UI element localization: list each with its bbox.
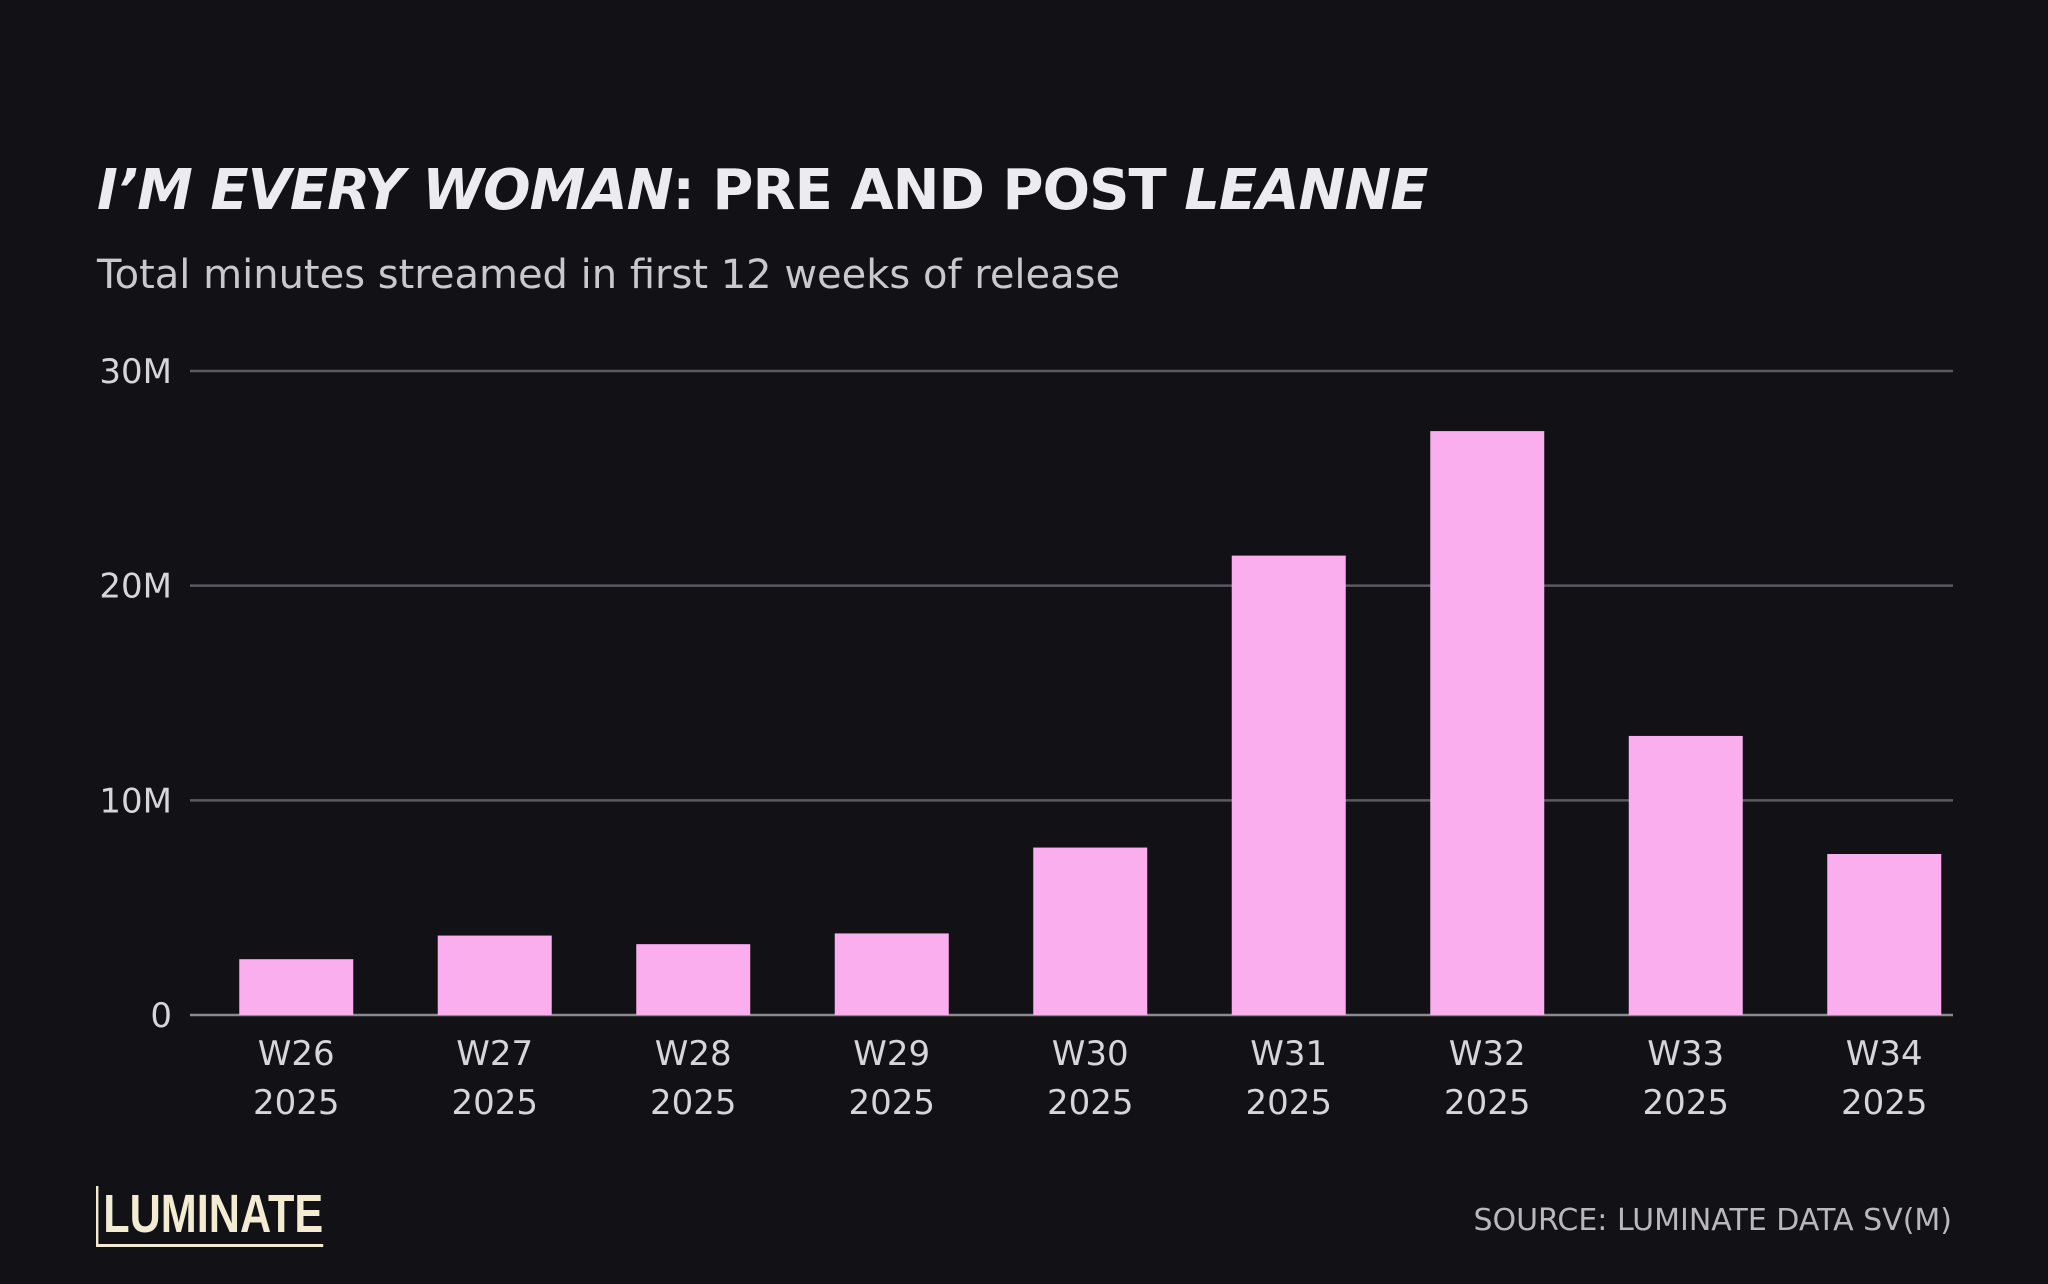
chart-title-part-3: LEANNE bbox=[1184, 158, 1428, 223]
x-tick-label-line: W27 bbox=[456, 1034, 533, 1074]
x-tick-label-w34: W34 2025 bbox=[1841, 1034, 1928, 1123]
x-tick-label-line: 2025 bbox=[1642, 1083, 1729, 1123]
x-tick-label-line: 2025 bbox=[1444, 1083, 1531, 1123]
x-tick-label-line: W31 bbox=[1250, 1034, 1327, 1074]
luminate-logo: LUMINATE bbox=[96, 1186, 324, 1247]
y-tick-label: 10M bbox=[99, 781, 172, 821]
source-note: SOURCE: LUMINATE DATA SV(M) bbox=[1473, 1203, 1952, 1238]
bars bbox=[239, 431, 1942, 1015]
x-tick-label-line: 2025 bbox=[1245, 1083, 1332, 1123]
x-tick-label-w30: W30 2025 bbox=[1047, 1034, 1134, 1123]
chart-title-part-2: : PRE AND POST bbox=[672, 158, 1185, 223]
x-tick-label-line: 2025 bbox=[848, 1083, 935, 1123]
bar-w30 bbox=[1033, 847, 1148, 1015]
x-tick-label-w29: W29 2025 bbox=[848, 1034, 935, 1123]
bar-w28 bbox=[636, 944, 751, 1015]
bar-w34 bbox=[1827, 854, 1942, 1015]
x-tick-label-w26: W26 2025 bbox=[253, 1034, 340, 1123]
x-tick-label-line: W32 bbox=[1449, 1034, 1526, 1074]
x-tick-label-line: 2025 bbox=[650, 1083, 737, 1123]
bar-w27 bbox=[437, 935, 552, 1015]
x-tick-label-line: W34 bbox=[1846, 1034, 1923, 1074]
bar-w26 bbox=[239, 959, 354, 1015]
bar-w29 bbox=[834, 933, 949, 1015]
y-tick-label: 0 bbox=[150, 996, 172, 1036]
chart-title-part-1: I’M EVERY WOMAN bbox=[97, 158, 674, 223]
y-tick-label: 30M bbox=[99, 352, 172, 392]
x-tick-label-line: 2025 bbox=[1841, 1083, 1928, 1123]
x-tick-label-line: W29 bbox=[853, 1034, 930, 1074]
x-tick-label-line: W28 bbox=[655, 1034, 732, 1074]
x-tick-label-w33: W33 2025 bbox=[1642, 1034, 1729, 1123]
chart-title: I’M EVERY WOMAN: PRE AND POST LEANNE bbox=[97, 158, 1428, 223]
x-tick-label-line: W33 bbox=[1647, 1034, 1724, 1074]
y-axis-tick-labels: 0 10M 20M 30M bbox=[99, 352, 172, 1036]
bar-w31 bbox=[1231, 555, 1346, 1015]
bar-w32 bbox=[1430, 431, 1545, 1015]
x-tick-label-w32: W32 2025 bbox=[1444, 1034, 1531, 1123]
x-tick-label-line: W30 bbox=[1052, 1034, 1129, 1074]
x-tick-label-line: 2025 bbox=[451, 1083, 538, 1123]
x-tick-label-w28: W28 2025 bbox=[650, 1034, 737, 1123]
y-tick-label: 20M bbox=[99, 567, 172, 607]
x-tick-label-w31: W31 2025 bbox=[1245, 1034, 1332, 1123]
x-tick-label-line: 2025 bbox=[1047, 1083, 1134, 1123]
bar-w33 bbox=[1628, 735, 1743, 1015]
x-axis-tick-labels: W26 2025 W27 2025 W28 2025 W29 2025 W30 2025 W31 20… bbox=[253, 1034, 1928, 1123]
chart-subtitle: Total minutes streamed in first 12 weeks… bbox=[97, 252, 1121, 298]
x-tick-label-line: W26 bbox=[258, 1034, 335, 1074]
x-tick-label-w27: W27 2025 bbox=[451, 1034, 538, 1123]
x-tick-label-line: 2025 bbox=[253, 1083, 340, 1123]
